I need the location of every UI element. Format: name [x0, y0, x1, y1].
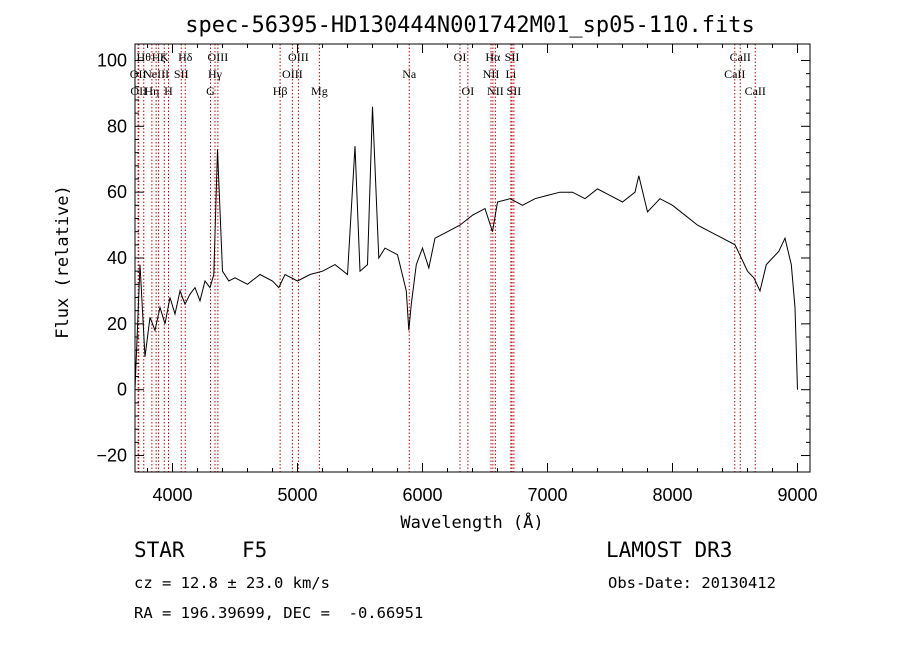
line-marker-label: NII: [483, 67, 500, 81]
plot-frame: [134, 43, 811, 473]
line-marker-label: Hδ: [178, 50, 193, 64]
line-marker-label: CaII: [730, 50, 751, 64]
line-marker-label: K: [160, 50, 169, 64]
x-tick-label: 4000: [152, 485, 192, 505]
line-marker-label: SII: [174, 67, 189, 81]
line-marker-label: Hη: [144, 84, 159, 98]
x-tick-label: 9000: [777, 485, 817, 505]
line-marker-label: Hθ: [137, 50, 152, 64]
x-axis-label: Wavelength (Å): [400, 511, 543, 533]
line-marker-label: G: [206, 84, 215, 98]
line-marker-label: Mg: [311, 84, 328, 98]
line-marker-label: OII: [130, 67, 147, 81]
line-marker-label: Hζ: [152, 50, 166, 64]
x-tick-label: 7000: [527, 485, 567, 505]
y-tick-label: 80: [107, 116, 127, 136]
line-marker-label: OIII: [282, 67, 303, 81]
axes: 4000 5000 6000 7000 8000 9000 −20 0 20 40 60 80 100: [96, 43, 818, 505]
coordinates-text: RA = 196.39699, DEC = -0.66951: [134, 604, 424, 622]
y-tick-label: 20: [107, 314, 127, 334]
obs-date-text: Obs-Date: 20130412: [608, 574, 776, 592]
line-marker-label: NII: [487, 84, 504, 98]
x-tick-label: 8000: [652, 485, 692, 505]
y-tick-label: 0: [117, 380, 127, 400]
line-marker-labels: OIIOIIHθHηNeIIIHζKHSIIHδGHγOIIIHβOIIIOII…: [130, 50, 766, 98]
y-tick-label: 60: [107, 182, 127, 202]
x-tick-label: 6000: [402, 485, 442, 505]
line-marker-label: Li: [506, 67, 517, 81]
line-marker-label: SII: [505, 50, 520, 64]
line-marker-label: Hα: [485, 50, 501, 64]
line-marker-label: OI: [454, 50, 467, 64]
survey-name: LAMOST DR3: [606, 538, 733, 562]
line-marker-label: OIII: [288, 50, 309, 64]
line-marker-label: H: [164, 84, 173, 98]
line-marker-label: CaII: [724, 67, 745, 81]
y-tick-label: −20: [96, 446, 127, 466]
redshift-text: cz = 12.8 ± 23.0 km/s: [134, 574, 330, 592]
y-axis-label: Flux (relative): [53, 185, 73, 339]
line-marker-label: Hβ: [273, 84, 288, 98]
line-marker-label: Hγ: [208, 67, 223, 81]
spectrum-line: [134, 106, 798, 390]
y-tick-label: 40: [107, 248, 127, 268]
line-marker-label: OIII: [208, 50, 229, 64]
line-marker-label: OI: [462, 84, 475, 98]
line-marker-label: SII: [507, 84, 522, 98]
y-tick-label: 100: [97, 50, 127, 70]
line-marker-label: Na: [402, 67, 417, 81]
chart-title: spec-56395-HD130444N001742M01_sp05-110.f…: [185, 13, 755, 38]
object-subclass: F5: [242, 538, 268, 562]
line-marker-label: NeIII: [143, 67, 169, 81]
object-class: STAR: [134, 538, 185, 562]
line-markers: [137, 44, 756, 472]
x-tick-label: 5000: [277, 485, 317, 505]
line-marker-label: CaII: [745, 84, 766, 98]
line-marker-label: OII: [130, 84, 147, 98]
spectrum-series: [134, 106, 798, 390]
